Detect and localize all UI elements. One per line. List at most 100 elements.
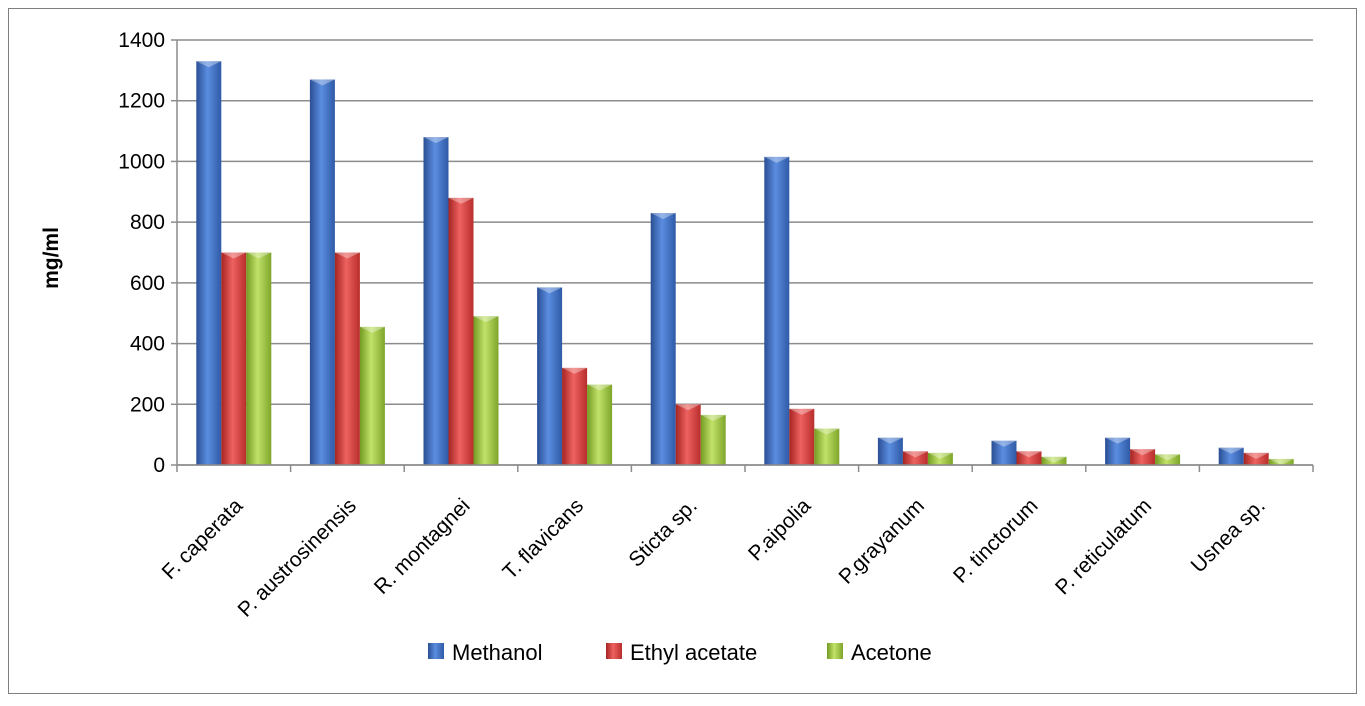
bar-body — [1218, 447, 1244, 465]
bar — [1105, 437, 1131, 465]
x-tick-label: P.grayanum — [835, 494, 929, 588]
y-tick-label: 600 — [130, 272, 165, 295]
x-tick-label: P. reticulatum — [1051, 494, 1156, 599]
bar-cap — [1041, 456, 1067, 463]
bar — [1268, 458, 1294, 465]
bar — [423, 137, 449, 465]
bar-body — [1243, 452, 1269, 465]
x-tick-label: P.aipolia — [744, 494, 816, 566]
x-tick-label: F. caperata — [158, 494, 248, 584]
bar-cap — [1243, 452, 1269, 459]
bar-cap — [473, 316, 499, 323]
bar — [700, 414, 726, 465]
bar — [902, 451, 928, 465]
bar-body — [1130, 449, 1156, 465]
bar — [1218, 447, 1244, 465]
bar-cap — [877, 437, 903, 444]
x-tick-label: P. austrosinensis — [234, 494, 361, 621]
bar-body — [309, 79, 335, 465]
legend-swatch — [827, 643, 843, 659]
bar-body — [650, 213, 676, 465]
bar — [1041, 456, 1067, 465]
bar — [359, 326, 385, 465]
bar-cap — [1016, 451, 1042, 458]
bar — [1155, 454, 1181, 465]
bar-body — [814, 428, 840, 465]
bar — [221, 252, 247, 465]
x-tick-label: R. montagnei — [370, 494, 475, 599]
bar — [537, 287, 563, 465]
bar-body — [448, 197, 474, 465]
legend-label: Ethyl acetate — [630, 640, 757, 665]
bar-cap — [789, 408, 815, 415]
bar-body — [700, 414, 726, 465]
y-tick-label: 200 — [130, 393, 165, 416]
y-tick-label: 400 — [130, 333, 165, 356]
bar-cap — [359, 326, 385, 333]
legend-item: Acetone — [827, 640, 932, 665]
bar — [814, 428, 840, 465]
bar-cap — [700, 414, 726, 421]
legend: Methanol Ethyl acetate Acetone — [428, 640, 932, 665]
bar — [991, 440, 1017, 465]
bar-body — [789, 408, 815, 465]
x-tick-label: Usnea sp. — [1187, 494, 1270, 577]
bar — [246, 252, 272, 465]
bar — [587, 384, 613, 465]
bar — [196, 61, 222, 465]
legend-label: Methanol — [452, 640, 543, 665]
bar-cap — [246, 252, 272, 259]
legend-label: Acetone — [851, 640, 932, 665]
bar-body — [537, 287, 563, 465]
bar — [1130, 449, 1156, 465]
y-tick-label: 800 — [130, 211, 165, 234]
y-axis-label: mg/ml — [40, 227, 63, 289]
bar — [448, 197, 474, 465]
bar-body — [927, 452, 953, 465]
bar — [877, 437, 903, 465]
bar-cap — [537, 287, 563, 294]
bar-body — [1105, 437, 1131, 465]
bar-cap — [562, 367, 588, 374]
bar — [927, 452, 953, 465]
bar — [334, 252, 360, 465]
bar — [562, 367, 588, 465]
legend-item: Methanol — [428, 640, 543, 665]
bar-body — [334, 252, 360, 465]
bar-body — [587, 384, 613, 465]
bar-cap — [991, 440, 1017, 447]
bar-cap — [587, 384, 613, 391]
bar — [473, 316, 499, 465]
bar-body — [877, 437, 903, 465]
bar-cap — [1218, 447, 1244, 454]
bar-cap — [448, 197, 474, 204]
bar-body — [221, 252, 247, 465]
bar-cap — [423, 137, 449, 144]
y-tick-label: 1400 — [118, 29, 165, 52]
bar-body — [1155, 454, 1181, 465]
bar-cap — [814, 428, 840, 435]
bar-cap — [1268, 458, 1294, 465]
legend-swatch — [606, 643, 622, 659]
bar-cap — [764, 156, 790, 163]
bar-body — [902, 451, 928, 465]
bar-body — [1016, 451, 1042, 465]
bar-body — [991, 440, 1017, 465]
x-tick-label: T. flavicans — [498, 494, 588, 584]
y-tick-label: 1000 — [118, 150, 165, 173]
y-axis: 0 200 400 600 800 1000 1200 1400 — [118, 29, 178, 477]
bar — [650, 213, 676, 465]
bar — [309, 79, 335, 465]
bar-cap — [309, 79, 335, 86]
bar-cap — [1105, 437, 1131, 444]
legend-swatch — [428, 643, 444, 659]
bar-body — [359, 326, 385, 465]
bar-body — [423, 137, 449, 465]
bar-body — [1041, 456, 1067, 465]
bar-cap — [196, 61, 222, 68]
bar — [1016, 451, 1042, 465]
bar — [789, 408, 815, 465]
bar — [764, 156, 790, 465]
